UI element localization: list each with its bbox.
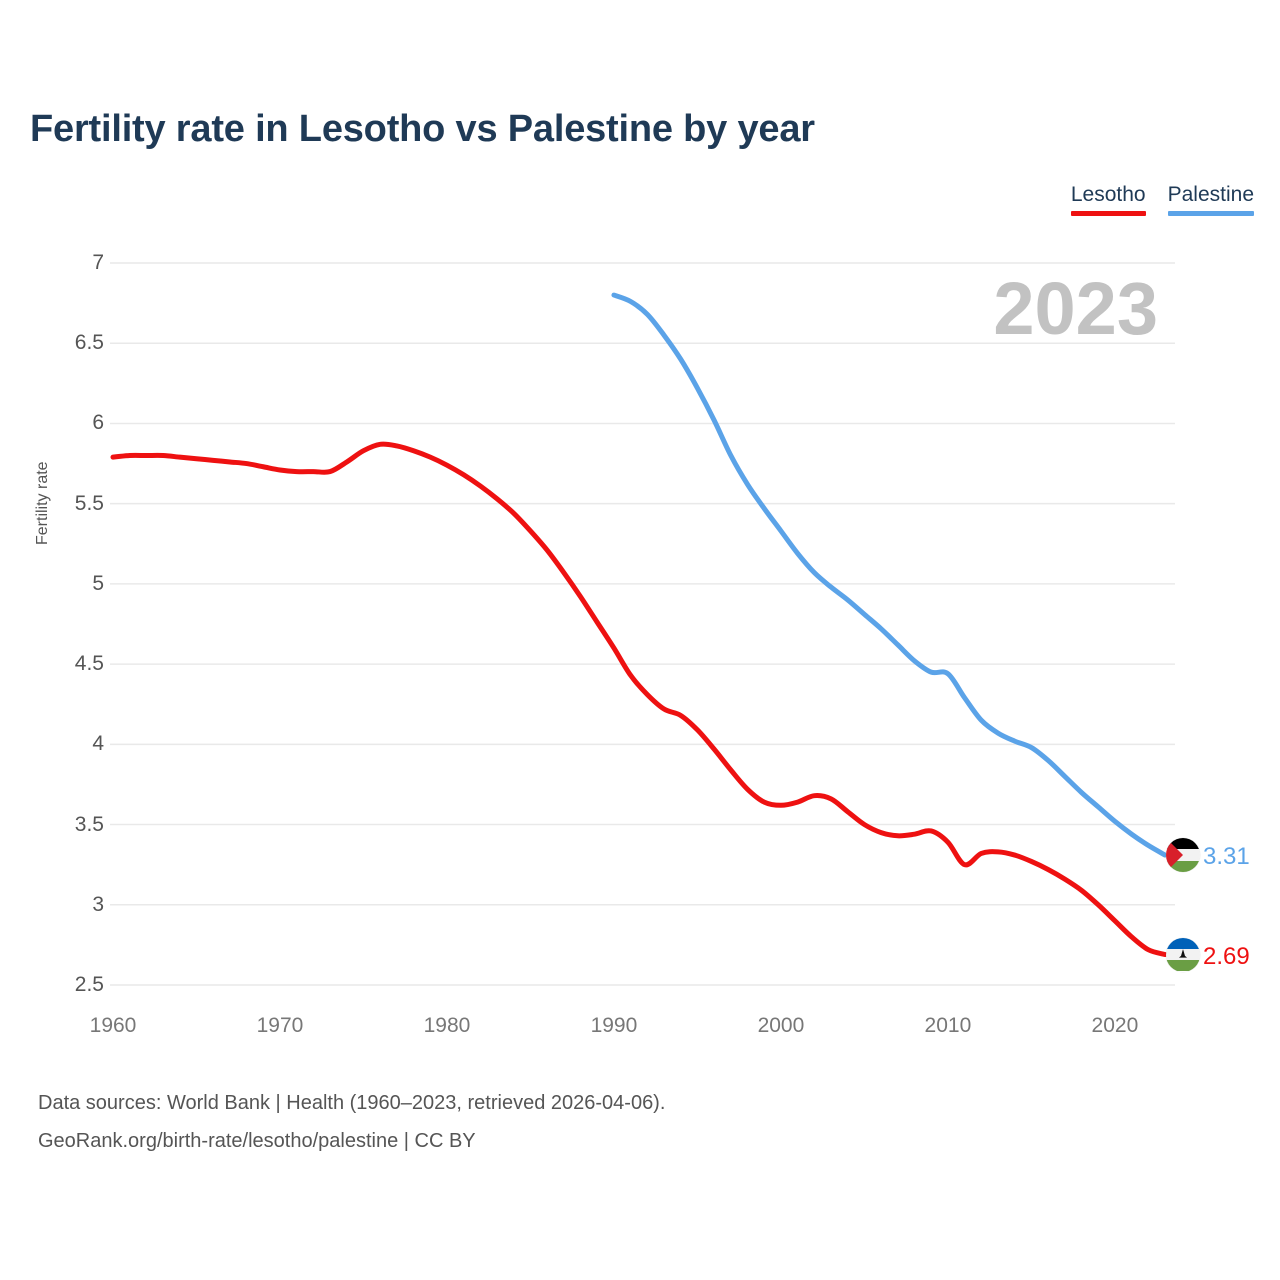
year-watermark: 2023	[993, 267, 1158, 350]
y-axis-tick-label: 4	[92, 732, 104, 756]
lesotho-flag-icon	[1166, 937, 1200, 972]
legend-item-palestine[interactable]: Palestine	[1167, 183, 1254, 216]
end-value-palestine: 3.31	[1203, 843, 1250, 871]
x-axis-tick-label: 1990	[590, 1014, 638, 1037]
x-axis-tick-label: 2010	[924, 1014, 972, 1037]
legend-item-lesotho[interactable]: Lesotho	[1070, 183, 1146, 216]
chart-legend: Lesotho Palestine	[1070, 183, 1254, 216]
y-axis-tick-label: 6.5	[74, 331, 104, 355]
flag-stripe-blue	[1166, 937, 1200, 949]
flag-mokorotlo-hat	[1178, 949, 1188, 958]
flag-stripe-green	[1166, 860, 1200, 873]
flag-stripe-green	[1166, 960, 1200, 972]
legend-swatch-palestine	[1167, 211, 1254, 216]
y-axis-tick-label: 4.5	[74, 652, 104, 676]
footer-data-sources: Data sources: World Bank | Health (1960–…	[38, 1092, 666, 1114]
y-axis-tick-label: 3.5	[74, 812, 104, 836]
series-line-lesotho	[110, 441, 1168, 958]
legend-swatch-lesotho	[1070, 211, 1146, 216]
x-axis-tick-label: 2000	[757, 1014, 805, 1037]
y-axis-tick-label: 3	[92, 892, 104, 916]
y-axis-tick-label: 5.5	[74, 491, 104, 515]
x-axis-tick-label: 1960	[89, 1014, 137, 1037]
series-line-palestine	[611, 292, 1168, 858]
y-axis-tick-label: 2.5	[74, 973, 104, 996]
y-axis-tick-label: 7	[92, 251, 104, 274]
legend-label-lesotho: Lesotho	[1070, 183, 1146, 206]
flag-stripe-white	[1166, 849, 1200, 861]
end-value-lesotho: 2.69	[1203, 942, 1250, 970]
gridlines	[110, 262, 1175, 986]
y-axis-tick-label: 5	[92, 571, 104, 595]
palestine-flag-icon	[1166, 838, 1200, 873]
page-title: Fertility rate in Lesotho vs Palestine b…	[30, 108, 815, 150]
y-axis-label: Fertility rate	[34, 461, 51, 545]
legend-label-palestine: Palestine	[1167, 183, 1254, 206]
y-axis-tick-label: 6	[92, 411, 104, 435]
footer-attribution: GeoRank.org/birth-rate/lesotho/palestine…	[38, 1130, 476, 1152]
x-axis-tick-label: 1980	[423, 1014, 471, 1037]
x-axis-tick-label: 1970	[256, 1014, 304, 1037]
x-axis-tick-label: 2020	[1091, 1014, 1139, 1037]
flag-stripe-black	[1166, 838, 1200, 850]
flag-triangle-red	[1166, 838, 1183, 873]
